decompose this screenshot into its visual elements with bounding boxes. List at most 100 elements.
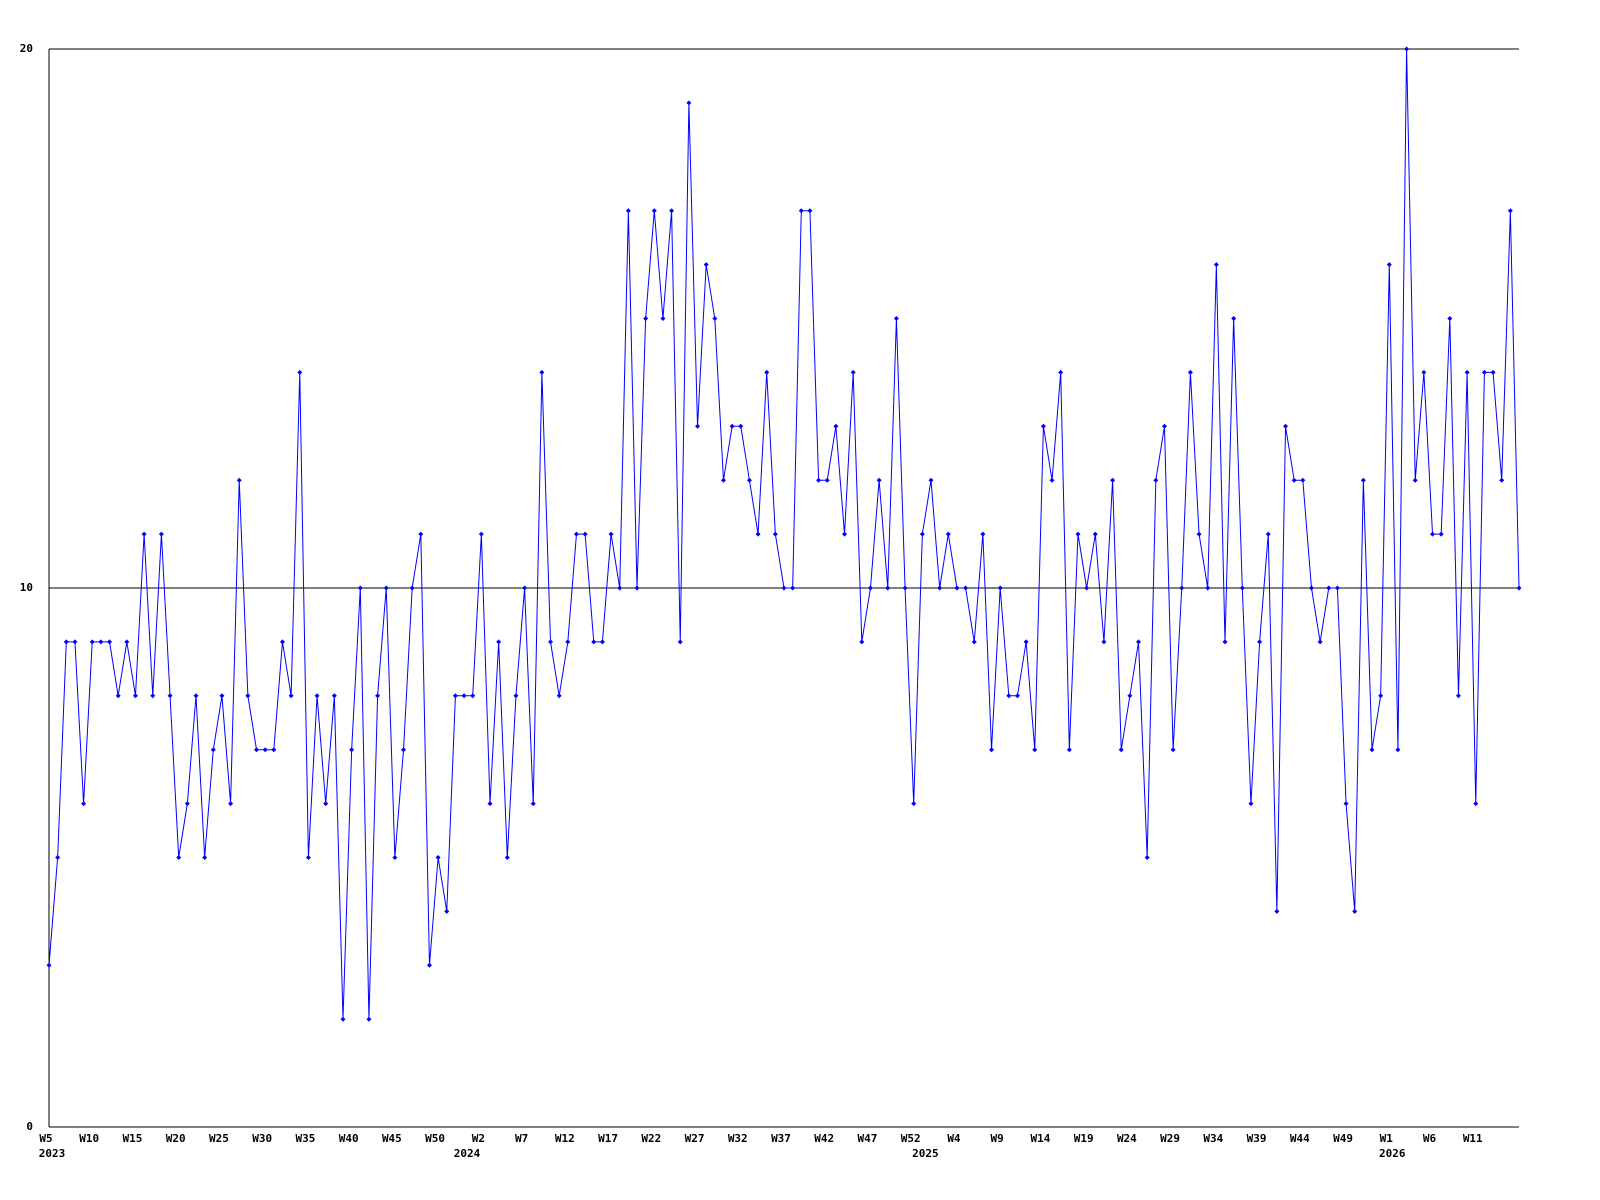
data-point [1404,46,1410,52]
data-point [1196,531,1202,537]
data-point [686,100,692,106]
x-tick-label: W5 [39,1132,52,1145]
data-point [1239,585,1245,591]
data-point [1075,531,1081,537]
data-point [582,531,588,537]
data-point [1481,369,1487,375]
data-point [591,639,597,645]
data-point [677,639,683,645]
data-point [1507,208,1513,214]
data-point [807,208,813,214]
data-point [115,693,121,699]
data-point [1032,747,1038,753]
data-point [1473,801,1479,807]
data-point [392,855,398,860]
x-tick-label: W7 [515,1132,528,1145]
x-tick-label: W45 [382,1132,402,1145]
data-point [928,477,934,483]
data-point [435,855,441,860]
data-point [634,585,640,591]
data-point [859,639,865,645]
y-tick-label: 20 [20,42,33,55]
data-point [1499,477,1505,483]
data-point [271,747,277,753]
data-point [1144,855,1150,860]
data-point [331,693,337,699]
x-tick-label: W52 [901,1132,921,1145]
data-point [452,693,458,699]
data-point [1352,908,1358,914]
data-point [876,477,882,483]
data-point [816,477,822,483]
x-tick-label: W10 [79,1132,99,1145]
x-tick-label: W30 [252,1132,272,1145]
data-point [997,585,1003,591]
x-tick-label: W25 [209,1132,229,1145]
data-point [1421,369,1427,375]
data-point [1283,423,1289,429]
data-point [842,531,848,537]
x-year-label: 2023 [39,1147,66,1160]
data-point [651,208,657,214]
data-point [167,693,173,699]
data-point [46,962,52,968]
data-point [1136,639,1142,645]
data-point [1153,477,1159,483]
x-tick-label: W6 [1423,1132,1437,1145]
data-point [565,639,571,645]
data-point [530,801,536,807]
data-point [669,208,675,214]
data-point [202,855,208,860]
data-point [1455,693,1461,699]
x-tick-label: W44 [1290,1132,1310,1145]
data-point [418,531,424,537]
data-point [470,693,476,699]
x-year-label: 2025 [912,1147,939,1160]
x-tick-label: W15 [123,1132,143,1145]
x-tick-label: W32 [728,1132,748,1145]
data-point [971,639,977,645]
data-point [824,477,830,483]
data-point [228,801,234,807]
x-tick-label: W34 [1203,1132,1223,1145]
data-point [176,855,182,860]
x-tick-label: W29 [1160,1132,1180,1145]
data-point [954,585,960,591]
data-point [288,693,294,699]
data-point [1187,369,1193,375]
data-point [1317,639,1323,645]
data-point [937,585,943,591]
data-point [158,531,164,537]
data-point [314,693,320,699]
data-point [911,801,917,807]
data-point [124,639,130,645]
data-point [1360,477,1366,483]
data-point [1040,423,1046,429]
data-point [1334,585,1340,591]
data-point [1369,747,1375,753]
data-point [496,639,502,645]
data-point [1205,585,1211,591]
data-point [210,747,216,753]
x-tick-label: W27 [685,1132,705,1145]
x-tick-label: W37 [771,1132,791,1145]
data-point [919,531,925,537]
data-point [236,477,242,483]
data-point [513,693,519,699]
data-point [522,585,528,591]
data-point [1395,747,1401,753]
data-point [1231,316,1237,321]
data-point [790,585,796,591]
data-point [548,639,554,645]
data-point [1014,693,1020,699]
data-point [426,962,432,968]
data-point [254,747,260,753]
data-point [63,639,69,645]
data-point [781,585,787,591]
data-point [349,747,355,753]
data-point [963,585,969,591]
data-point [643,316,649,321]
data-point [1265,531,1271,537]
data-point [279,639,285,645]
